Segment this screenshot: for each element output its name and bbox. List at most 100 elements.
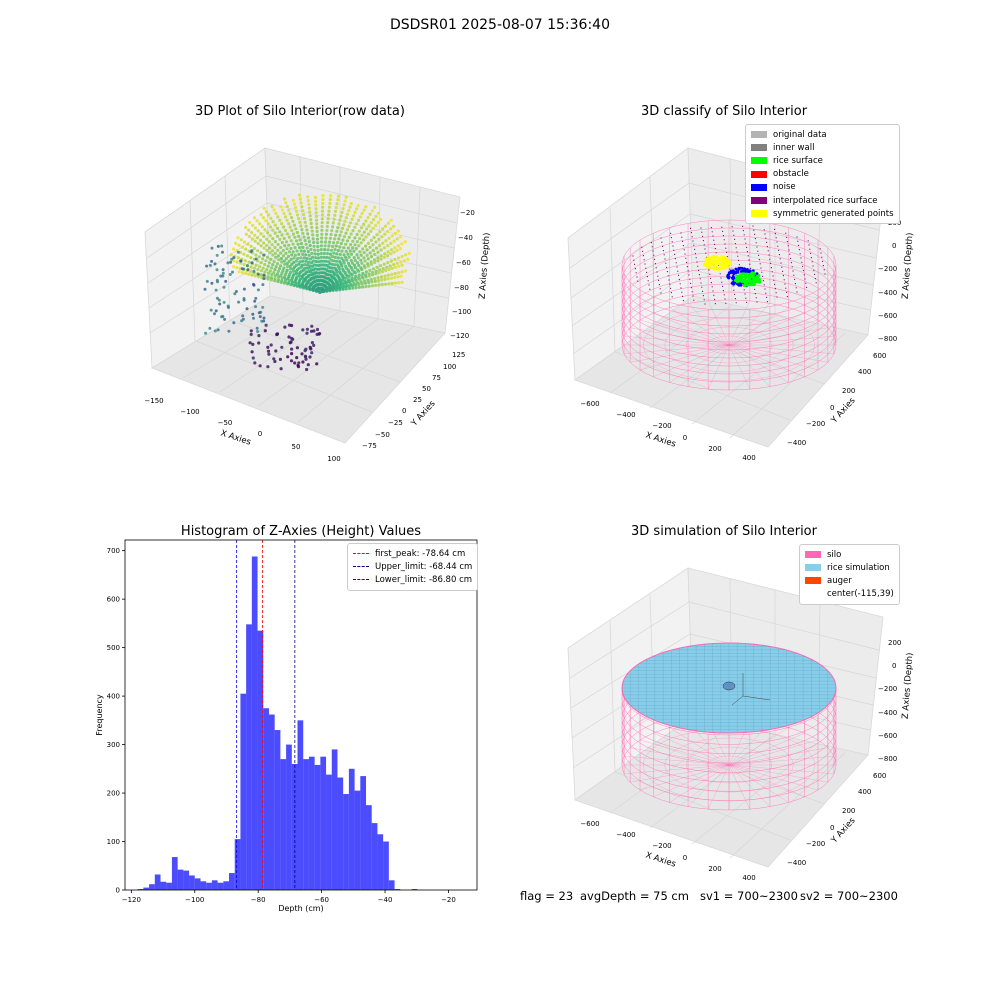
p1-ytick: 50: [422, 385, 431, 393]
legend-entry: Lower_limit: -86.80 cm: [353, 573, 472, 586]
legend-swatch: [353, 579, 369, 581]
point: [375, 265, 379, 269]
point: [319, 251, 323, 256]
noise-point: [741, 270, 744, 273]
p4-xtick: −400: [616, 831, 635, 839]
point: [287, 208, 291, 212]
interpolated-point: [765, 237, 767, 239]
point: [341, 258, 345, 263]
point: [355, 253, 359, 257]
cylinder-base-spoke: [728, 344, 828, 363]
point: [367, 284, 371, 288]
point: [264, 259, 268, 263]
point: [310, 351, 314, 355]
interpolated-point: [775, 292, 777, 294]
interpolated-point: [811, 261, 813, 263]
point: [278, 357, 282, 361]
point: [242, 252, 246, 256]
point: [359, 241, 363, 245]
point: [352, 263, 357, 267]
point: [216, 328, 220, 332]
point: [376, 256, 380, 260]
p1-xtick: 0: [258, 430, 262, 438]
interpolated-point: [678, 279, 680, 281]
point: [341, 207, 345, 211]
point: [334, 206, 338, 210]
panel2-title: 3D classify of Silo Interior: [640, 104, 808, 119]
interpolated-point: [646, 276, 648, 278]
point: [372, 218, 376, 222]
p2-xtick: 0: [683, 434, 687, 442]
point: [311, 237, 315, 241]
point: [350, 273, 354, 277]
interpolated-point: [702, 235, 704, 237]
point: [366, 232, 371, 236]
point: [390, 234, 394, 238]
interpolated-point: [755, 242, 757, 244]
interpolated-point: [814, 273, 816, 275]
interpolated-point: [664, 258, 666, 260]
point: [290, 216, 294, 220]
interpolated-point: [800, 257, 802, 259]
point: [315, 327, 320, 332]
point: [368, 268, 372, 272]
point: [215, 253, 219, 257]
interpolated-point: [768, 254, 770, 256]
point: [298, 197, 302, 201]
rice-surface-point: [752, 274, 755, 277]
legend-swatch: [353, 553, 369, 555]
point: [261, 257, 265, 261]
interpolated-point: [724, 298, 726, 300]
symmetric-point: [706, 258, 709, 262]
point: [241, 314, 245, 318]
p1-xtick: 50: [292, 443, 301, 451]
point: [344, 242, 348, 246]
point: [276, 248, 280, 252]
point: [283, 228, 288, 233]
point: [311, 259, 315, 263]
p2-ytick: 400: [858, 368, 871, 376]
point: [369, 238, 373, 242]
point: [340, 249, 344, 253]
interpolated-point: [686, 266, 688, 268]
point: [350, 268, 354, 272]
point: [284, 201, 288, 205]
histogram-y-tick-label: 500: [107, 644, 120, 652]
legend-label: symmetric generated points: [773, 208, 894, 219]
point: [254, 263, 258, 267]
interpolated-point: [762, 275, 764, 277]
cylinder-base-spoke: [653, 344, 730, 378]
point: [254, 253, 258, 257]
point: [327, 209, 331, 213]
point: [270, 266, 274, 270]
point: [267, 240, 271, 244]
interpolated-point: [634, 268, 636, 270]
interpolated-point: [809, 248, 811, 250]
point: [255, 219, 259, 223]
point: [325, 252, 329, 256]
point: [338, 245, 342, 249]
point: [254, 305, 257, 309]
figure-title: DSDSR01 2025-08-07 15:36:40: [389, 17, 610, 33]
point: [297, 252, 301, 256]
point: [350, 261, 354, 265]
histogram-x-tick-label: −100: [185, 896, 204, 904]
p1-ztick: −40: [458, 234, 473, 242]
point: [251, 312, 255, 316]
point: [266, 349, 271, 353]
point: [252, 266, 257, 270]
point: [357, 263, 361, 268]
p4-ytick: −400: [787, 859, 806, 867]
point: [273, 359, 277, 364]
point: [272, 208, 276, 212]
point: [314, 259, 318, 264]
point: [383, 224, 388, 228]
histogram-chart: −120 −100 −80 −60 −40 −20 0 100 200 300 400 500 600…: [95, 539, 478, 913]
point: [261, 283, 265, 287]
point: [379, 218, 383, 222]
point: [280, 240, 284, 245]
interpolated-point: [680, 232, 682, 234]
point: [362, 238, 366, 242]
point: [335, 240, 340, 245]
point: [269, 216, 273, 220]
